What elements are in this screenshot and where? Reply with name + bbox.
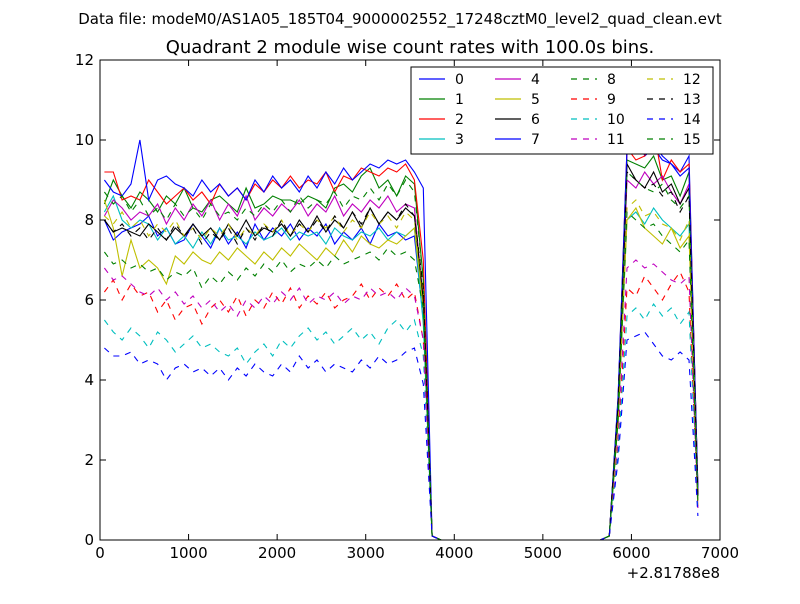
legend-label-3: 3: [455, 132, 464, 148]
legend-label-12: 12: [683, 72, 701, 88]
chart-title: Quadrant 2 module wise count rates with …: [166, 37, 655, 58]
x-tick-label: 2000: [258, 544, 296, 562]
plot-frame: [99, 59, 721, 541]
y-tick-label: 10: [75, 131, 94, 149]
legend-label-15: 15: [683, 132, 701, 148]
x-tick-label: 0: [95, 544, 105, 562]
legend-label-2: 2: [455, 112, 464, 128]
x-tick-label: 5000: [524, 544, 562, 562]
legend-label-9: 9: [607, 92, 616, 108]
y-tick-label: 0: [84, 531, 94, 549]
x-offset-label: +2.81788e8: [627, 564, 720, 582]
legend-label-8: 8: [607, 72, 616, 88]
chart-suptitle: Data file: modeM0/AS1A05_185T04_90000025…: [78, 10, 722, 29]
legend-label-10: 10: [607, 112, 625, 128]
legend-label-5: 5: [531, 92, 540, 108]
y-tick-label: 12: [75, 51, 94, 69]
legend-label-7: 7: [531, 132, 540, 148]
y-tick-label: 4: [84, 371, 94, 389]
series-line-15: [103, 210, 699, 541]
legend-label-11: 11: [607, 132, 625, 148]
legend-label-6: 6: [531, 112, 540, 128]
series-line-11: [103, 259, 699, 541]
y-tick-label: 8: [84, 211, 94, 229]
x-tick-label: 4000: [435, 544, 473, 562]
legend-label-14: 14: [683, 112, 701, 128]
legend-label-1: 1: [455, 92, 464, 108]
x-tick-label: 1000: [169, 544, 207, 562]
x-tick-label: 6000: [612, 544, 650, 562]
legend-label-4: 4: [531, 72, 540, 88]
y-tick-label: 6: [84, 291, 94, 309]
legend-label-13: 13: [683, 92, 701, 108]
x-tick-label: 3000: [347, 544, 385, 562]
x-tick-label: 7000: [701, 544, 739, 562]
y-tick-label: 2: [84, 451, 94, 469]
legend-label-0: 0: [455, 72, 464, 88]
